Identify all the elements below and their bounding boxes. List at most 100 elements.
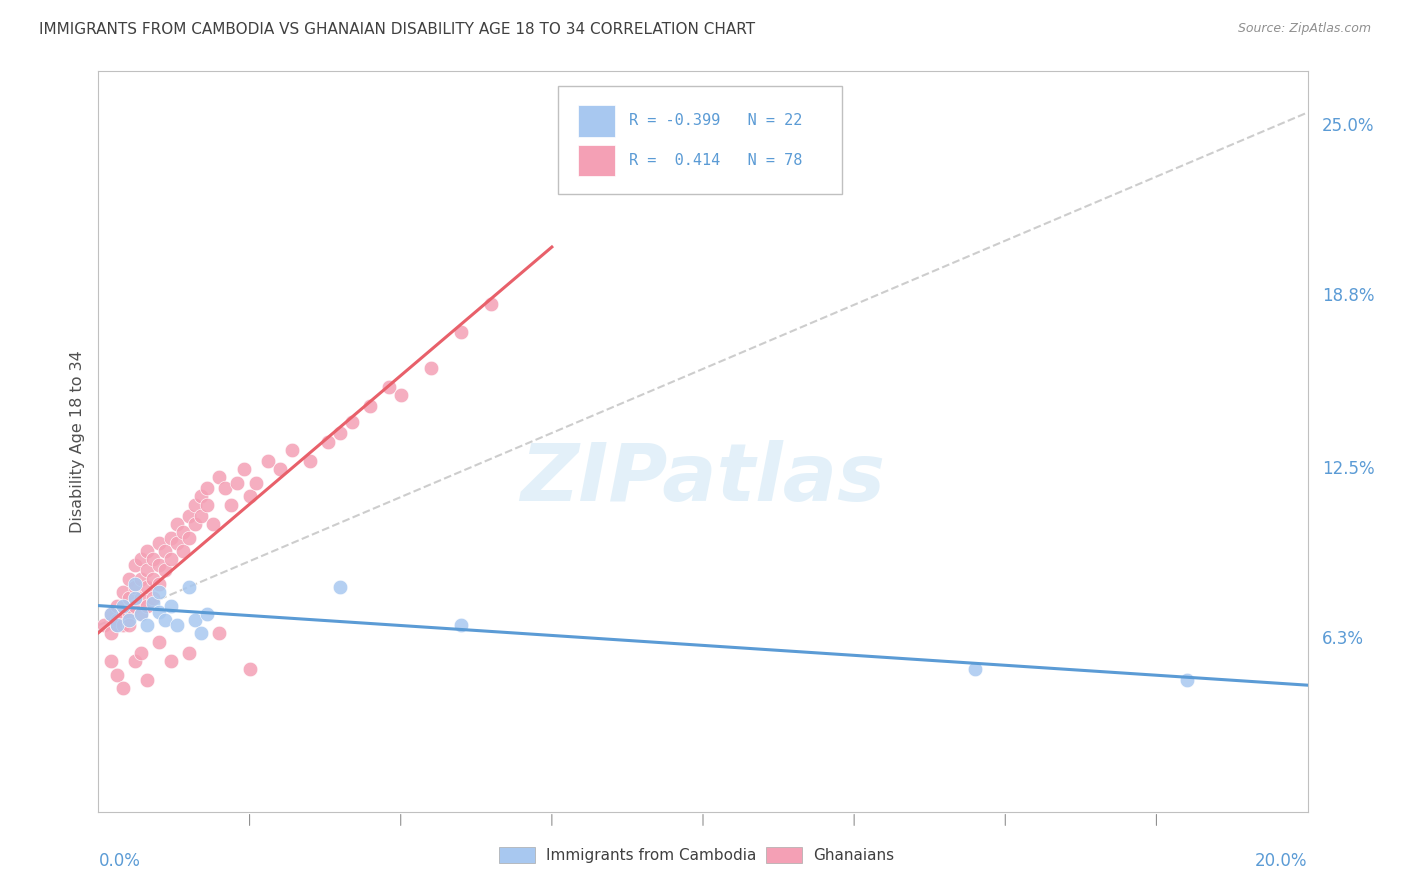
Point [93,618,115,632]
Point [105,618,128,632]
Point [195,498,218,512]
Point [360,399,382,413]
Point [135,563,157,577]
Point [160,599,183,613]
Point [190,489,212,503]
Point [329,426,352,441]
Point [256,454,278,468]
Point [142,572,165,586]
Point [184,498,207,512]
Point [420,360,443,375]
Point [111,607,134,622]
Text: 6.3%: 6.3% [1322,630,1364,648]
Point [160,531,183,545]
Point [377,380,399,394]
Point [281,442,304,457]
Y-axis label: Disability Age 18 to 34: Disability Age 18 to 34 [69,351,84,533]
Point [481,297,503,311]
Point [129,646,152,660]
Point [179,580,201,594]
Point [166,618,188,632]
Point [124,654,146,668]
Point [232,462,254,476]
Point [148,536,170,550]
Point [153,544,176,558]
Point [148,634,170,648]
Point [129,591,152,605]
Point [105,667,128,681]
Point [135,673,157,687]
Point [135,599,157,613]
Point [118,607,141,622]
FancyBboxPatch shape [558,87,842,194]
Point [135,580,157,594]
Point [316,434,339,449]
Text: R = -0.399   N = 22: R = -0.399 N = 22 [630,113,803,128]
Point [226,475,249,490]
Point [118,591,141,605]
Point [166,516,188,531]
Point [142,596,165,610]
Point [129,572,152,586]
Point [153,563,176,577]
Point [100,626,122,640]
Point [208,470,231,484]
Point [105,599,128,613]
Point [239,489,262,503]
Point [389,388,412,402]
Point [118,572,141,586]
Point [142,552,165,566]
Text: 12.5%: 12.5% [1322,460,1375,478]
Text: 0.0%: 0.0% [98,853,141,871]
Point [124,558,146,572]
Point [160,552,183,566]
Point [190,626,212,640]
FancyBboxPatch shape [578,145,614,176]
Point [239,662,262,676]
Point [172,544,194,558]
Point [148,577,170,591]
Point [105,618,128,632]
Point [160,654,183,668]
Text: Source: ZipAtlas.com: Source: ZipAtlas.com [1237,22,1371,36]
Point [148,558,170,572]
Point [111,618,134,632]
Text: 25.0%: 25.0% [1322,117,1375,136]
Point [124,591,146,605]
Point [450,325,472,339]
Point [221,498,243,512]
Text: Ghanaians: Ghanaians [813,848,894,863]
Point [124,580,146,594]
Point [179,646,201,660]
Point [179,508,201,523]
Point [124,599,146,613]
Text: 18.8%: 18.8% [1322,287,1375,305]
Point [148,585,170,599]
Point [118,618,141,632]
Point [100,607,122,622]
Point [118,613,141,627]
Point [202,516,225,531]
Point [111,681,134,696]
Point [214,481,236,495]
Point [184,516,207,531]
FancyBboxPatch shape [578,105,614,136]
Text: R =  0.414   N = 78: R = 0.414 N = 78 [630,153,803,168]
Point [135,544,157,558]
Point [166,536,188,550]
Point [195,481,218,495]
Text: 20.0%: 20.0% [1256,853,1308,871]
Point [450,618,472,632]
Point [142,591,165,605]
Point [100,607,122,622]
Point [153,613,176,627]
Point [124,577,146,591]
Point [105,613,128,627]
Point [111,599,134,613]
Point [179,531,201,545]
Point [184,613,207,627]
Point [208,626,231,640]
Point [135,618,157,632]
Point [329,580,352,594]
Point [148,605,170,619]
